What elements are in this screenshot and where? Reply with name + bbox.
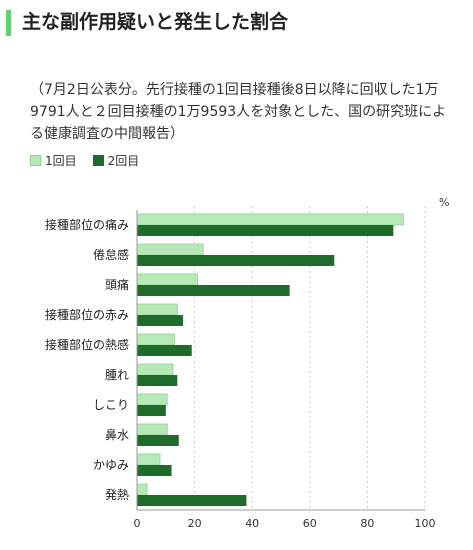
bar-dose2 [137,345,192,356]
legend: 1回目 2回目 [30,152,155,169]
legend-item-dose2: 2回目 [92,152,140,169]
x-tick-label: 20 [188,517,202,530]
legend-label-dose1: 1回目 [45,154,77,168]
bar-dose2 [137,315,184,326]
x-tick-label: 100 [415,517,436,530]
bar-dose1 [136,453,161,466]
category-label: しこり [93,398,129,412]
chart-note: （7月2日公表分。先行接種の1回目接種後8日以降に回収した1万9791人と２回目… [30,82,447,142]
bar-dose1 [136,483,148,496]
category-label: 接種部位の赤み [45,307,129,322]
bar-dose1 [136,243,204,256]
chart-title: 主な副作用疑いと発生した割合 [22,11,289,33]
category-label: 鼻水 [105,427,129,442]
bar-dose1 [136,393,168,406]
bar-dose2 [137,405,166,416]
category-label: 接種部位の痛み [45,217,129,232]
x-tick-label: 80 [360,517,374,530]
bar-dose1 [136,333,175,346]
bar-dose1 [136,363,174,376]
bar-dose2 [137,465,172,476]
legend-item-dose1: 1回目 [30,152,77,169]
bar-dose1 [136,273,198,286]
bar-dose2 [137,435,179,446]
x-tick-label: 60 [303,517,317,530]
unit-label: % [439,196,449,209]
bar-dose2 [137,255,335,266]
bar-dose1 [136,423,168,436]
bar-dose2 [137,285,290,296]
legend-swatch-dose1 [30,155,41,166]
category-label: 頭痛 [105,277,129,292]
bar-dose2 [137,375,178,386]
legend-label-dose2: 2回目 [107,154,140,168]
bar-dose2 [137,495,247,506]
category-label: 発熱 [105,488,129,502]
x-tick-label: 40 [245,517,259,530]
bar-dose1 [136,303,178,316]
bar-dose2 [137,225,394,236]
bar-dose1 [136,213,404,226]
category-label: 腫れ [105,368,129,382]
category-label: かゆみ [93,458,129,472]
x-tick-label: 0 [134,517,141,530]
legend-swatch-dose2 [92,155,104,166]
title-accent-bar [6,10,11,36]
category-label: 倦怠感 [93,247,129,262]
category-label: 接種部位の熱感 [45,337,129,352]
